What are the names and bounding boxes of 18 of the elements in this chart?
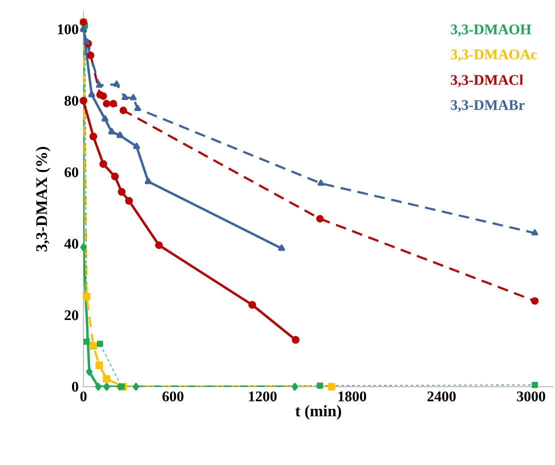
x-tick-label: 2400 [428,391,456,402]
x-tick-label: 1800 [338,391,366,402]
x-axis-title: t (min) [295,405,342,420]
text: 3,3-DMACl [450,74,524,88]
y-tick-label: 20 [64,310,78,320]
text: 3,3-DMAOH [450,24,532,36]
y-tick-label: 40 [64,238,78,249]
y-tick-label: 0 [72,382,78,392]
y-tick-label: 60 [64,167,78,178]
y-tick-label: 80 [64,96,78,106]
x-tick-label: 1200 [249,391,277,402]
text: 3,3-DMAOAc [450,50,537,62]
text: 3,3-DMABr [450,100,525,112]
y-axis-title: 3,3-DMAX (%) [36,146,50,252]
x-tick-label: 0 [80,391,87,402]
x-tick-label: 600 [162,391,184,402]
x-tick-label: 3000 [516,391,546,402]
y-tick-label: 100 [58,24,78,34]
